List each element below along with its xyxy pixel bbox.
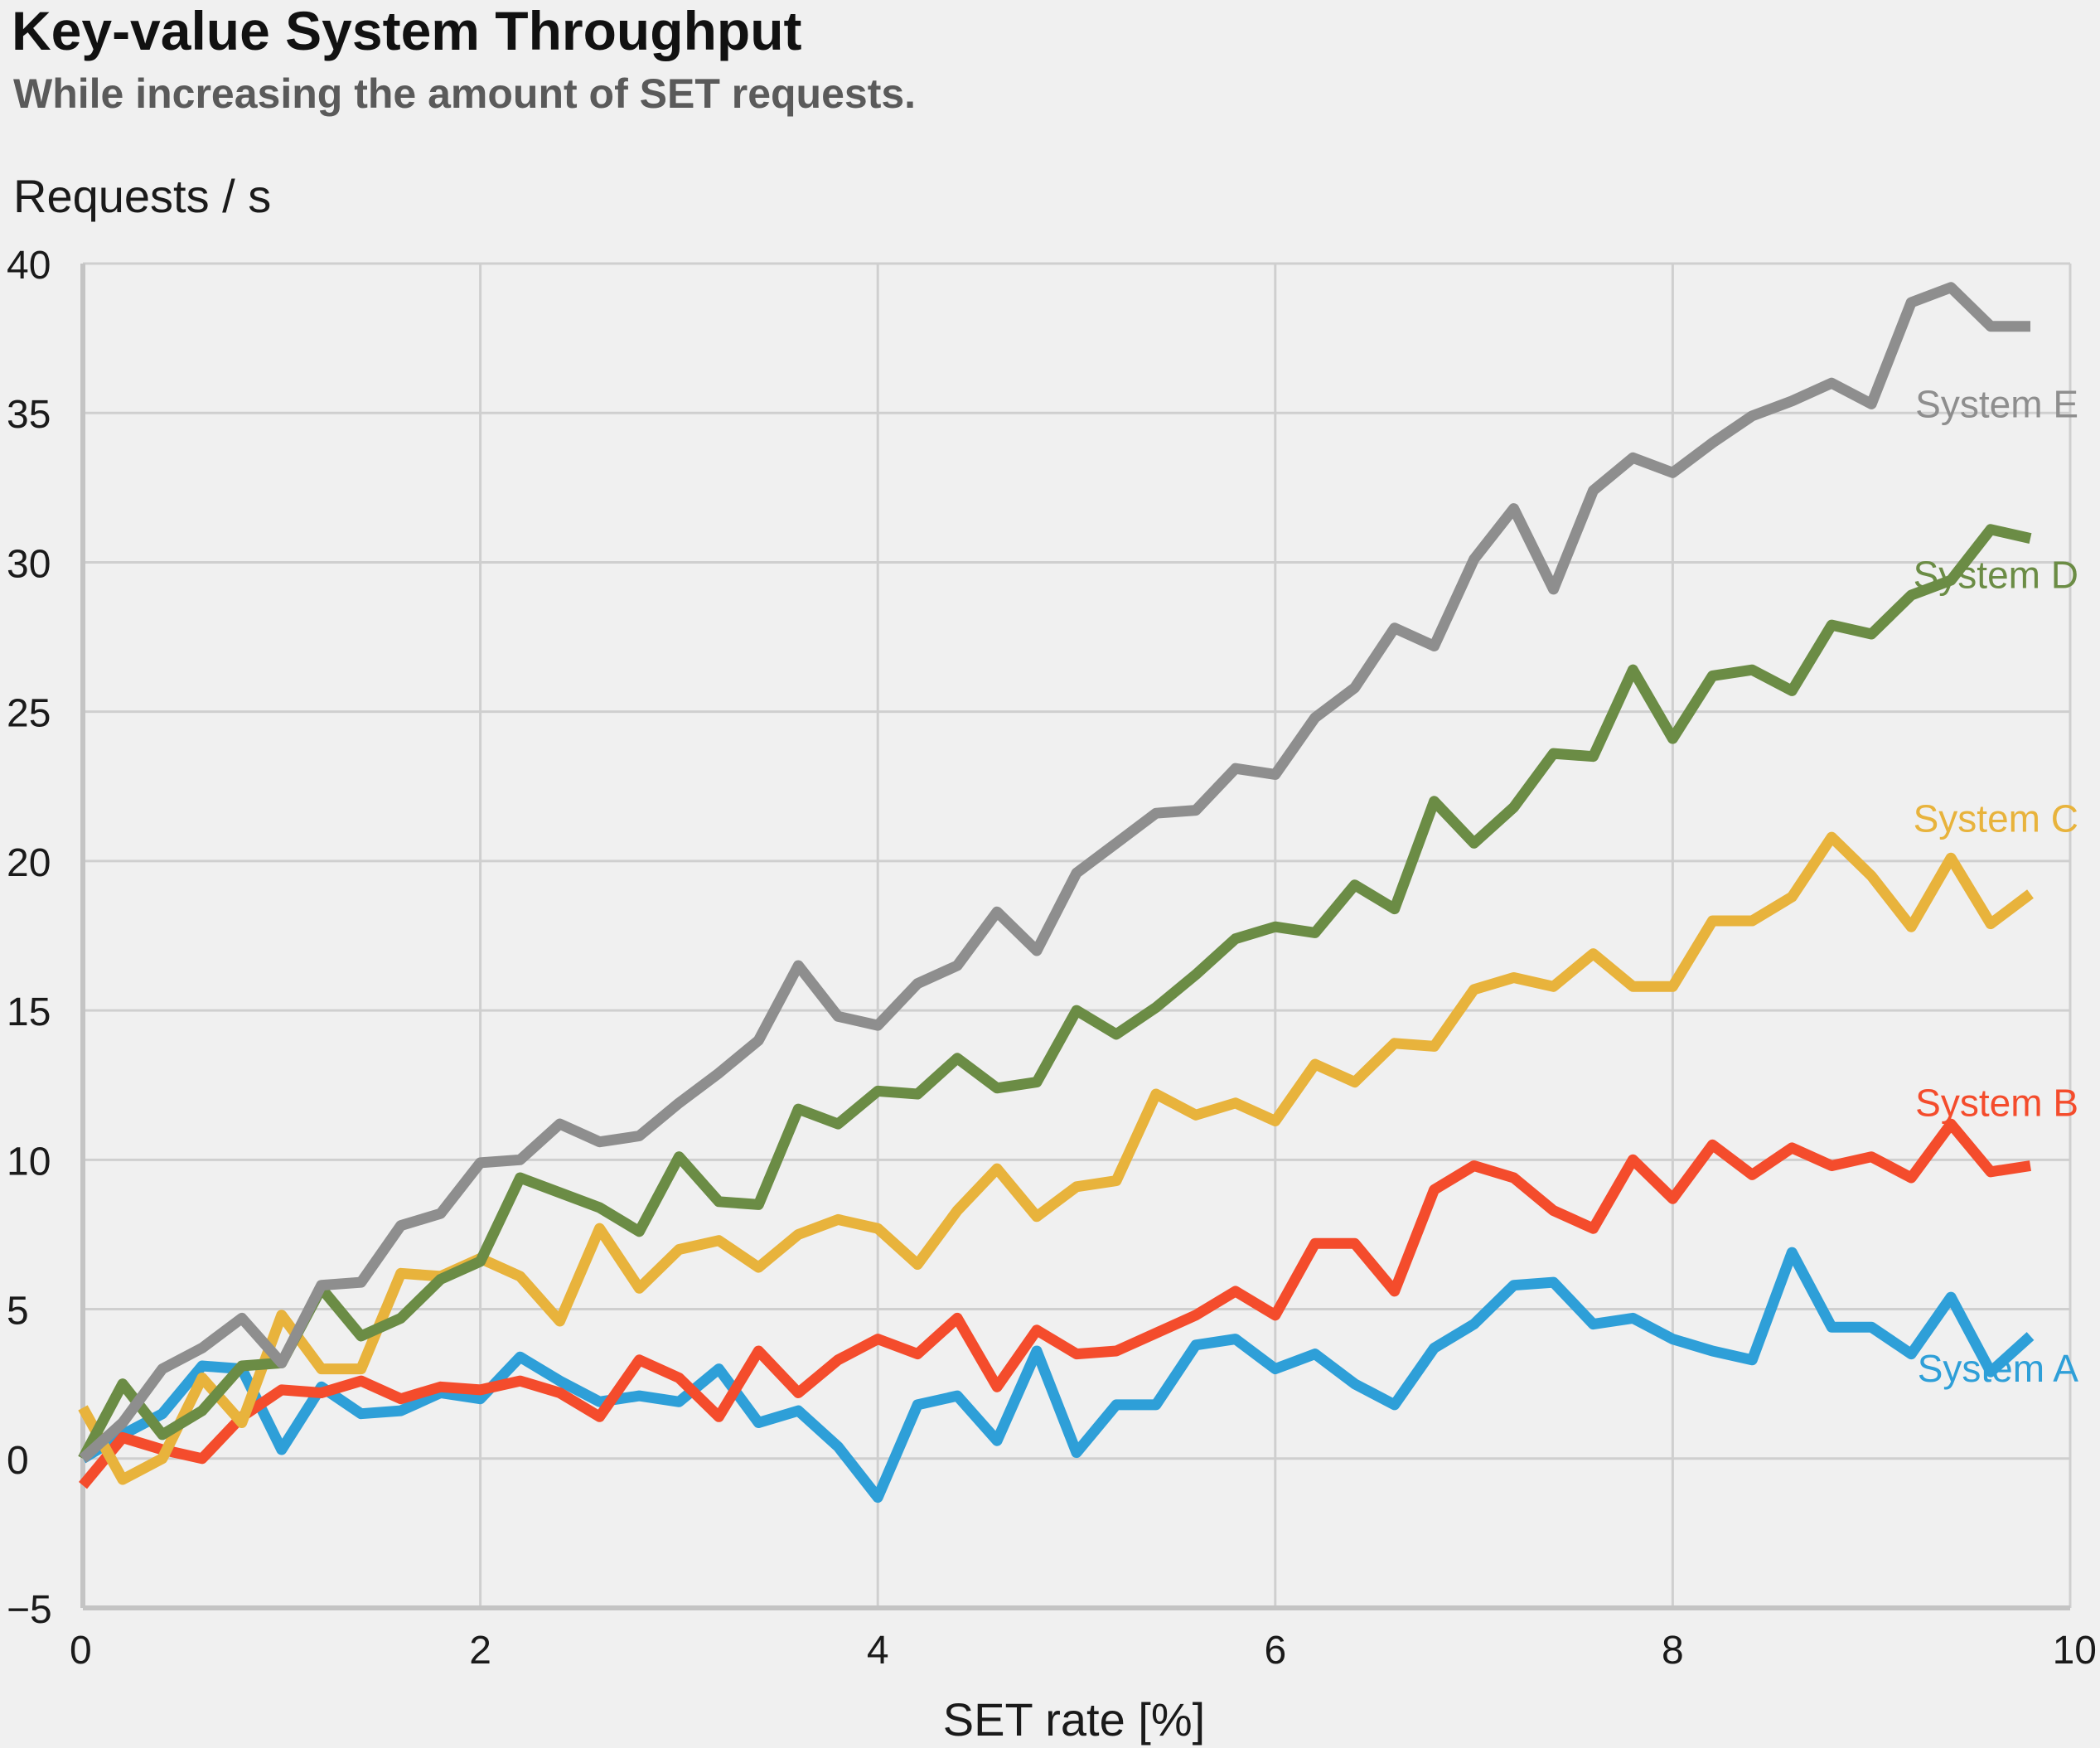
y-tick-label: 40 <box>7 244 51 288</box>
chart-subtitle: While increasing the amount of SET reque… <box>13 70 916 117</box>
system-c-label: System C <box>1914 797 2078 840</box>
series-labels: System A System B System C System D System E <box>1914 383 2079 1390</box>
x-tick-label: 6 <box>1264 1629 1286 1673</box>
series-lines <box>78 282 2035 1503</box>
gridlines <box>83 262 2072 1608</box>
y-tick-label: 15 <box>7 990 51 1034</box>
system-d-label: System D <box>1914 554 2078 597</box>
x-tick-label: 8 <box>1662 1629 1684 1673</box>
x-tick-label: 10 <box>2053 1629 2097 1673</box>
y-tick-labels: −5 0 5 10 15 20 25 30 35 40 <box>7 244 52 1632</box>
y-tick-label: −5 <box>7 1588 52 1632</box>
y-axis-title: Requests / s <box>13 170 271 222</box>
x-tick-label: 2 <box>469 1629 491 1673</box>
system-d-line <box>78 524 2032 1461</box>
x-tick-labels: 0 2 4 6 8 10 <box>70 1629 2097 1673</box>
x-tick-label: 0 <box>70 1629 92 1673</box>
system-a-line <box>80 1247 2035 1503</box>
system-e-line <box>79 282 2030 1463</box>
axes <box>80 264 2070 1610</box>
y-tick-label: 20 <box>7 841 51 885</box>
chart-title: Key-value System Throughput <box>12 0 802 61</box>
y-tick-label: 10 <box>7 1140 51 1184</box>
system-e-label: System E <box>1915 383 2078 426</box>
y-tick-label: 35 <box>7 393 51 437</box>
system-b-line <box>79 1118 2031 1489</box>
system-c-line <box>78 831 2034 1485</box>
y-tick-label: 0 <box>7 1439 29 1483</box>
x-tick-label: 4 <box>867 1629 889 1673</box>
system-b-label: System B <box>1915 1082 2078 1125</box>
x-axis-title: SET rate [%] <box>943 1693 1205 1746</box>
y-tick-label: 25 <box>7 692 51 736</box>
y-tick-label: 30 <box>7 542 51 586</box>
system-a-label: System A <box>1918 1347 2079 1390</box>
y-tick-label: 5 <box>7 1290 29 1334</box>
